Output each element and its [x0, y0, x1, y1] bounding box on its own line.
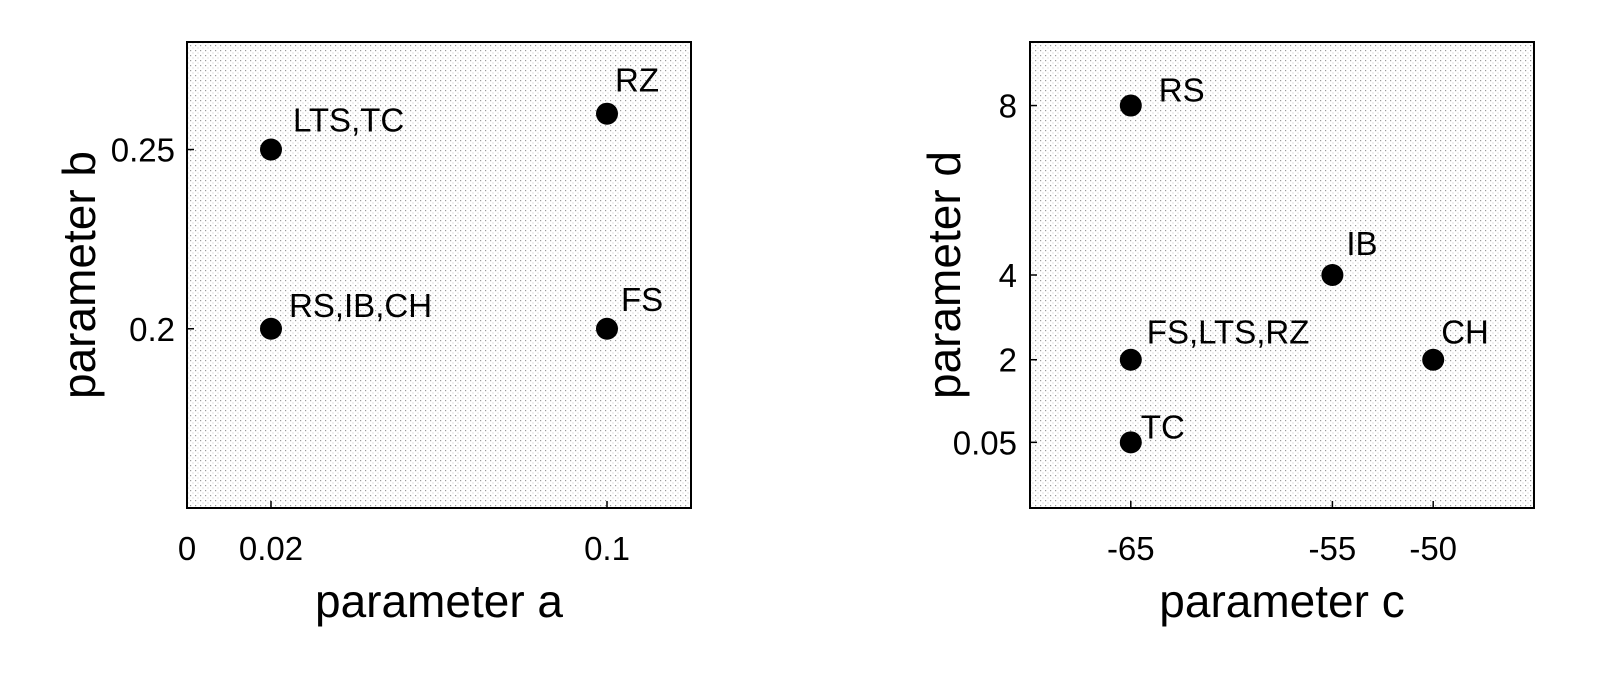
x-tick-label: -55 — [1309, 530, 1357, 567]
x-tick-label: 0 — [178, 530, 196, 567]
y-tick-label: 4 — [999, 257, 1017, 294]
x-tick-label: -65 — [1107, 530, 1155, 567]
data-point-label: TC — [1141, 408, 1185, 445]
plot-background — [1030, 42, 1534, 508]
x-tick-label: 0.1 — [584, 530, 630, 567]
y-axis-title: parameter d — [918, 151, 970, 399]
data-point-label: IB — [1346, 225, 1377, 262]
data-point — [1119, 94, 1142, 117]
data-point — [596, 102, 618, 125]
data-point — [260, 317, 282, 340]
x-tick-label: 0.02 — [239, 530, 303, 567]
chart-panel-right: -65 -55 -50 0.05 2 4 8 parameter c parameter d RS… — [918, 41, 1535, 627]
data-point — [1119, 348, 1142, 371]
data-point-label: CH — [1441, 314, 1489, 351]
y-axis-title: parameter b — [53, 151, 105, 399]
y-tick-label: 0.2 — [129, 311, 175, 348]
data-point — [1119, 431, 1142, 454]
data-point — [1422, 348, 1445, 371]
x-tick-label: -50 — [1409, 530, 1457, 567]
y-tick-label: 2 — [999, 342, 1017, 379]
data-point-label: FS — [621, 281, 663, 318]
data-point-label: RZ — [615, 62, 659, 99]
data-point — [260, 138, 282, 161]
y-tick-label: 8 — [999, 88, 1017, 125]
data-point-label: RS — [1159, 72, 1205, 109]
data-point-label: RS,IB,CH — [289, 287, 432, 324]
y-tick-label: 0.05 — [953, 424, 1017, 461]
plot-frame — [186, 41, 692, 509]
x-axis-title: parameter c — [1159, 575, 1404, 627]
data-point-label: FS,LTS,RZ — [1147, 314, 1310, 351]
x-axis-title: parameter a — [315, 575, 563, 627]
data-point-label: LTS,TC — [293, 102, 404, 139]
data-point — [596, 317, 618, 340]
data-point — [1321, 264, 1344, 286]
chart-panel-left: 0 0.02 0.1 0.2 0.25 parameter a parameter b LTS… — [53, 41, 692, 627]
y-tick-label: 0.25 — [111, 132, 175, 169]
